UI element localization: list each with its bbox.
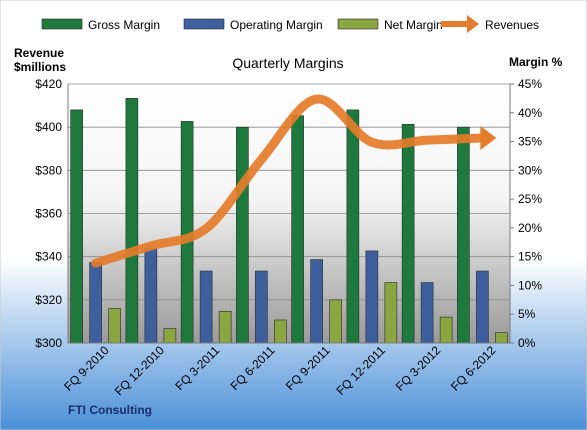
legend-label-operating-margin: Operating Margin bbox=[230, 18, 323, 32]
legend-label-revenues: Revenues bbox=[485, 18, 539, 32]
right-axis-tick-label: 40% bbox=[518, 106, 542, 120]
legend: Gross Margin Operating Margin Net Margin Re… bbox=[41, 15, 539, 33]
bar-operating-margin bbox=[310, 259, 323, 344]
revenue-line bbox=[91, 94, 487, 268]
right-axis-tick-label: 35% bbox=[518, 135, 542, 149]
right-axis-tick-label: 0% bbox=[518, 336, 536, 350]
bar-net-margin bbox=[108, 308, 121, 344]
left-axis-title-line2: $millions bbox=[14, 60, 66, 74]
left-axis-tick-label: $420 bbox=[35, 77, 62, 91]
bar-net-margin bbox=[384, 282, 398, 344]
chart-title: Quarterly Margins bbox=[232, 55, 343, 71]
bar-net-margin bbox=[218, 311, 232, 344]
left-axis-title-line1: Revenue bbox=[14, 46, 64, 60]
bar-gross-margin bbox=[70, 109, 83, 344]
bar-gross-margin bbox=[236, 126, 249, 344]
bar-net-margin bbox=[495, 332, 508, 344]
legend-arrow-revenues bbox=[467, 15, 479, 33]
right-axis-tick-label: 10% bbox=[518, 278, 542, 292]
right-axis-title: Margin % bbox=[509, 55, 563, 69]
legend-swatch-gross-margin bbox=[41, 18, 83, 30]
right-axis-tick-label: 5% bbox=[518, 307, 536, 321]
bar-net-margin bbox=[329, 299, 342, 344]
bar-operating-margin bbox=[144, 247, 158, 344]
bar-net-margin bbox=[439, 316, 453, 344]
right-axis: 0% 5% 10% 15% 20% 25% 30% 35% 40% 45% bbox=[509, 77, 542, 350]
left-axis-tick-label: $300 bbox=[35, 336, 62, 350]
bar-operating-margin bbox=[420, 282, 434, 344]
bar-gross-margin bbox=[125, 98, 139, 344]
bar-operating-margin bbox=[365, 250, 379, 344]
left-axis-tick-label: $380 bbox=[35, 163, 62, 177]
source-label: FTI Consulting bbox=[68, 403, 152, 417]
bar-operating-margin bbox=[476, 270, 489, 344]
left-axis-tick-label: $320 bbox=[35, 293, 62, 307]
left-axis: $300 $320 $340 $360 $380 $400 $420 bbox=[35, 77, 69, 350]
bar-operating-margin bbox=[199, 270, 213, 344]
legend-label-gross-margin: Gross Margin bbox=[88, 18, 160, 32]
bar-gross-margin bbox=[346, 109, 360, 344]
legend-swatch-net-margin bbox=[337, 18, 379, 30]
left-axis-tick-label: $400 bbox=[35, 120, 62, 134]
bar-net-margin bbox=[163, 328, 177, 344]
bar-operating-margin bbox=[89, 262, 102, 344]
bar-gross-margin bbox=[401, 123, 415, 344]
legend-label-net-margin: Net Margin bbox=[384, 18, 443, 32]
bar-net-margin bbox=[274, 319, 287, 344]
bar-gross-margin bbox=[457, 126, 470, 344]
left-axis-tick-label: $340 bbox=[35, 250, 62, 264]
bar-gross-margin bbox=[291, 115, 304, 344]
right-axis-tick-label: 25% bbox=[518, 192, 542, 206]
bar-operating-margin bbox=[255, 270, 268, 344]
legend-swatch-operating-margin bbox=[183, 18, 225, 30]
right-axis-tick-label: 20% bbox=[518, 221, 542, 235]
left-axis-tick-label: $360 bbox=[35, 207, 62, 221]
right-axis-tick-label: 15% bbox=[518, 250, 542, 264]
right-axis-tick-label: 30% bbox=[518, 163, 542, 177]
revenue-line-arrowhead bbox=[480, 125, 497, 150]
right-axis-tick-label: 45% bbox=[518, 77, 542, 91]
revenue-line-series bbox=[91, 94, 497, 268]
